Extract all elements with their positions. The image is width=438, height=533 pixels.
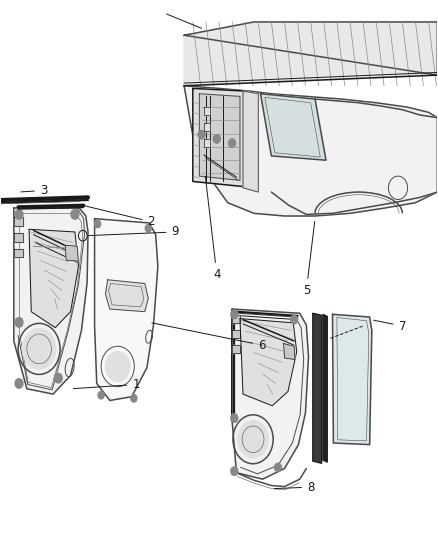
Polygon shape [14, 217, 22, 225]
Text: 8: 8 [274, 481, 314, 494]
Polygon shape [14, 233, 22, 241]
Text: 1: 1 [73, 378, 140, 391]
Polygon shape [232, 309, 308, 479]
Circle shape [106, 352, 130, 381]
Circle shape [198, 131, 205, 139]
Polygon shape [323, 314, 327, 462]
Polygon shape [106, 280, 148, 312]
Polygon shape [332, 314, 372, 445]
Text: 9: 9 [88, 225, 179, 238]
Polygon shape [232, 330, 240, 338]
Circle shape [131, 394, 137, 402]
Polygon shape [313, 313, 321, 463]
Polygon shape [14, 208, 88, 394]
Polygon shape [184, 22, 437, 86]
Polygon shape [184, 86, 437, 216]
Circle shape [15, 209, 23, 219]
Text: 2: 2 [85, 206, 155, 228]
Polygon shape [272, 99, 437, 214]
Polygon shape [232, 316, 240, 323]
Text: 7: 7 [374, 320, 406, 333]
Circle shape [145, 224, 151, 232]
Circle shape [290, 316, 297, 324]
Circle shape [238, 421, 268, 458]
Text: 4: 4 [205, 176, 221, 281]
Circle shape [98, 391, 104, 399]
Polygon shape [204, 139, 210, 147]
Circle shape [95, 220, 101, 228]
Circle shape [229, 139, 236, 148]
Circle shape [275, 463, 282, 472]
Polygon shape [65, 245, 78, 261]
Text: 5: 5 [303, 221, 315, 297]
Polygon shape [204, 123, 210, 131]
Text: 3: 3 [21, 184, 47, 197]
Circle shape [231, 467, 238, 475]
Circle shape [22, 329, 56, 369]
Polygon shape [193, 88, 245, 187]
Polygon shape [204, 107, 210, 115]
Polygon shape [95, 219, 158, 400]
Text: 6: 6 [152, 323, 265, 352]
Circle shape [231, 310, 238, 319]
Polygon shape [232, 345, 240, 353]
Circle shape [15, 378, 23, 388]
Polygon shape [284, 344, 295, 360]
Circle shape [213, 135, 220, 143]
Circle shape [71, 209, 79, 219]
Circle shape [231, 414, 238, 422]
Circle shape [54, 373, 62, 383]
Circle shape [15, 318, 23, 327]
Polygon shape [240, 319, 297, 406]
Polygon shape [243, 91, 258, 192]
Polygon shape [14, 249, 22, 257]
Polygon shape [199, 94, 240, 180]
Polygon shape [261, 94, 326, 160]
Polygon shape [29, 229, 78, 328]
